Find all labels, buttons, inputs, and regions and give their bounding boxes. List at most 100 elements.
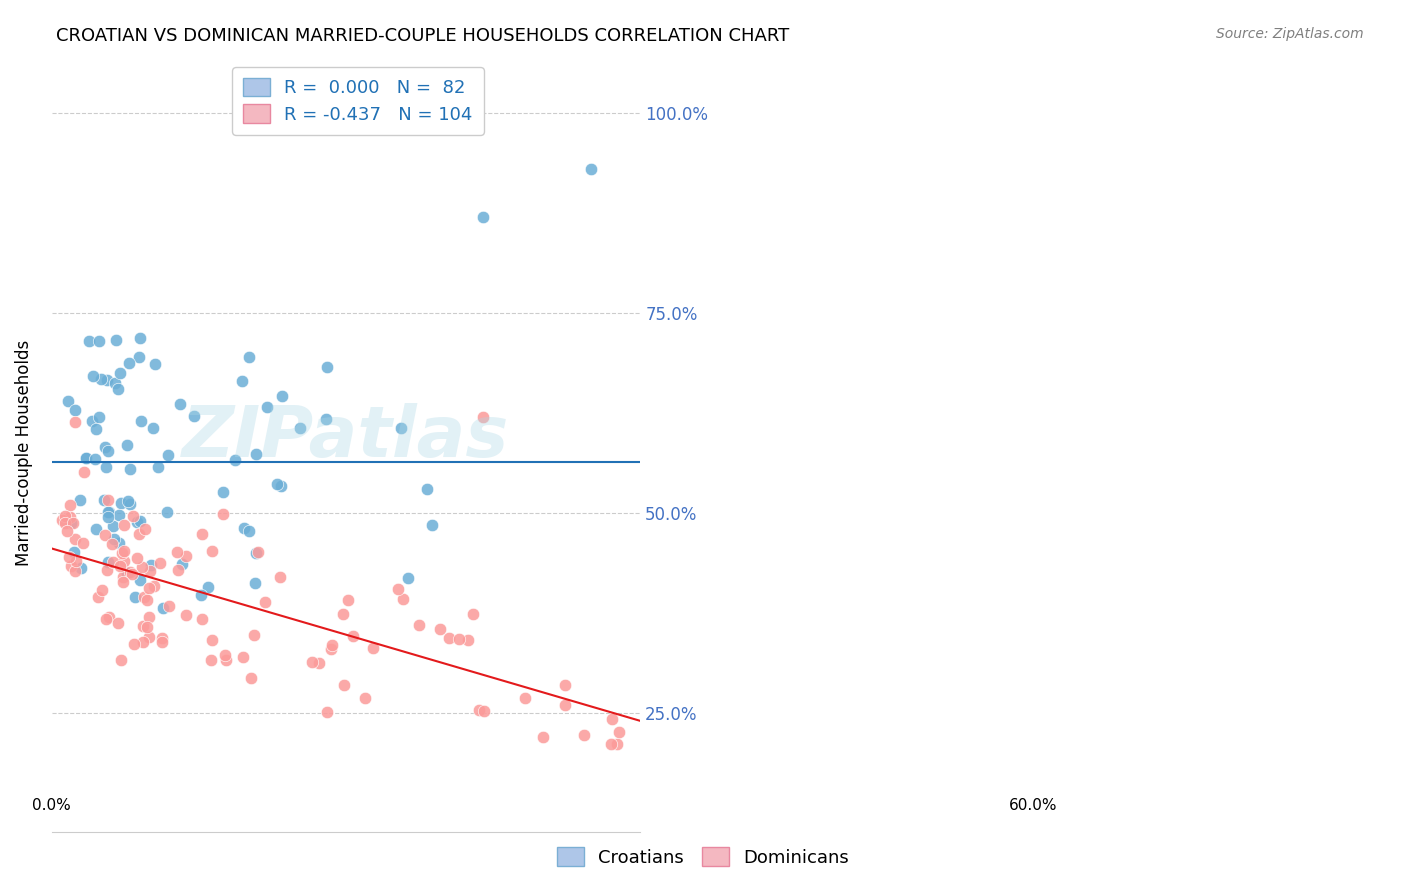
Point xyxy=(288,421,311,435)
Point xyxy=(53,516,76,530)
Point xyxy=(224,452,246,467)
Point xyxy=(606,737,628,751)
Point xyxy=(118,356,141,370)
Point xyxy=(128,351,150,365)
Point xyxy=(75,450,97,465)
Point xyxy=(104,333,127,347)
Point xyxy=(271,389,294,403)
Point xyxy=(353,691,375,706)
Point xyxy=(82,414,104,428)
Point xyxy=(84,451,107,466)
Point xyxy=(266,477,288,491)
Point xyxy=(51,513,73,527)
Point xyxy=(73,466,96,480)
Point xyxy=(270,479,292,493)
Point xyxy=(91,582,114,597)
Point xyxy=(170,557,193,571)
Point xyxy=(139,558,162,572)
Point xyxy=(245,447,267,461)
Text: Source: ZipAtlas.com: Source: ZipAtlas.com xyxy=(1216,27,1364,41)
Point xyxy=(183,409,205,423)
Point xyxy=(112,574,135,589)
Point xyxy=(87,590,110,604)
Point xyxy=(70,560,93,574)
Point xyxy=(238,524,260,538)
Point xyxy=(142,420,165,434)
Point xyxy=(607,725,630,739)
Point xyxy=(63,403,86,417)
Point xyxy=(156,448,179,462)
Point xyxy=(118,462,141,476)
Point xyxy=(125,550,148,565)
Point xyxy=(316,706,339,720)
Point xyxy=(256,400,278,414)
Point xyxy=(125,515,148,529)
Point xyxy=(103,519,125,533)
Point xyxy=(90,371,112,385)
Point xyxy=(129,414,152,428)
Point xyxy=(69,493,91,508)
Point xyxy=(59,559,82,574)
Point xyxy=(321,642,343,657)
Point xyxy=(128,514,150,528)
Point xyxy=(101,537,124,551)
Point xyxy=(112,554,135,568)
Point xyxy=(108,508,131,523)
Point xyxy=(65,554,87,568)
Point xyxy=(408,618,430,632)
Legend: Croatians, Dominicans: Croatians, Dominicans xyxy=(550,840,856,874)
Point xyxy=(62,516,84,530)
Point xyxy=(138,581,160,595)
Point xyxy=(581,162,603,177)
Point xyxy=(233,521,256,535)
Point xyxy=(117,566,139,580)
Point xyxy=(146,459,169,474)
Point xyxy=(387,582,409,596)
Point xyxy=(104,376,127,391)
Point xyxy=(342,629,364,643)
Point xyxy=(152,601,174,615)
Point xyxy=(134,590,156,604)
Point xyxy=(139,565,162,579)
Point xyxy=(166,545,188,559)
Point xyxy=(101,555,124,569)
Point xyxy=(336,593,359,607)
Point xyxy=(149,556,172,570)
Point xyxy=(214,648,236,663)
Point xyxy=(472,704,495,718)
Point xyxy=(118,497,141,511)
Point xyxy=(176,549,198,563)
Point xyxy=(120,565,142,579)
Point xyxy=(63,415,86,429)
Point xyxy=(75,451,97,466)
Point xyxy=(190,589,212,603)
Point xyxy=(301,655,323,669)
Point xyxy=(247,545,270,559)
Point xyxy=(211,507,233,521)
Point xyxy=(308,657,330,671)
Point xyxy=(84,522,107,536)
Point xyxy=(201,633,224,648)
Point xyxy=(97,505,120,519)
Point xyxy=(166,564,188,578)
Point xyxy=(243,628,266,642)
Point xyxy=(111,570,134,584)
Point xyxy=(554,677,576,691)
Point xyxy=(138,610,160,624)
Point xyxy=(96,492,118,507)
Point xyxy=(87,410,110,425)
Point xyxy=(110,653,132,667)
Point xyxy=(65,564,87,578)
Point xyxy=(333,678,356,692)
Point xyxy=(63,533,86,547)
Point xyxy=(63,545,86,559)
Point xyxy=(572,727,595,741)
Point xyxy=(332,607,354,621)
Point xyxy=(396,571,419,585)
Point xyxy=(97,610,120,624)
Point xyxy=(131,619,153,633)
Point xyxy=(143,579,166,593)
Point xyxy=(231,374,253,388)
Point xyxy=(72,536,94,550)
Point xyxy=(197,580,219,594)
